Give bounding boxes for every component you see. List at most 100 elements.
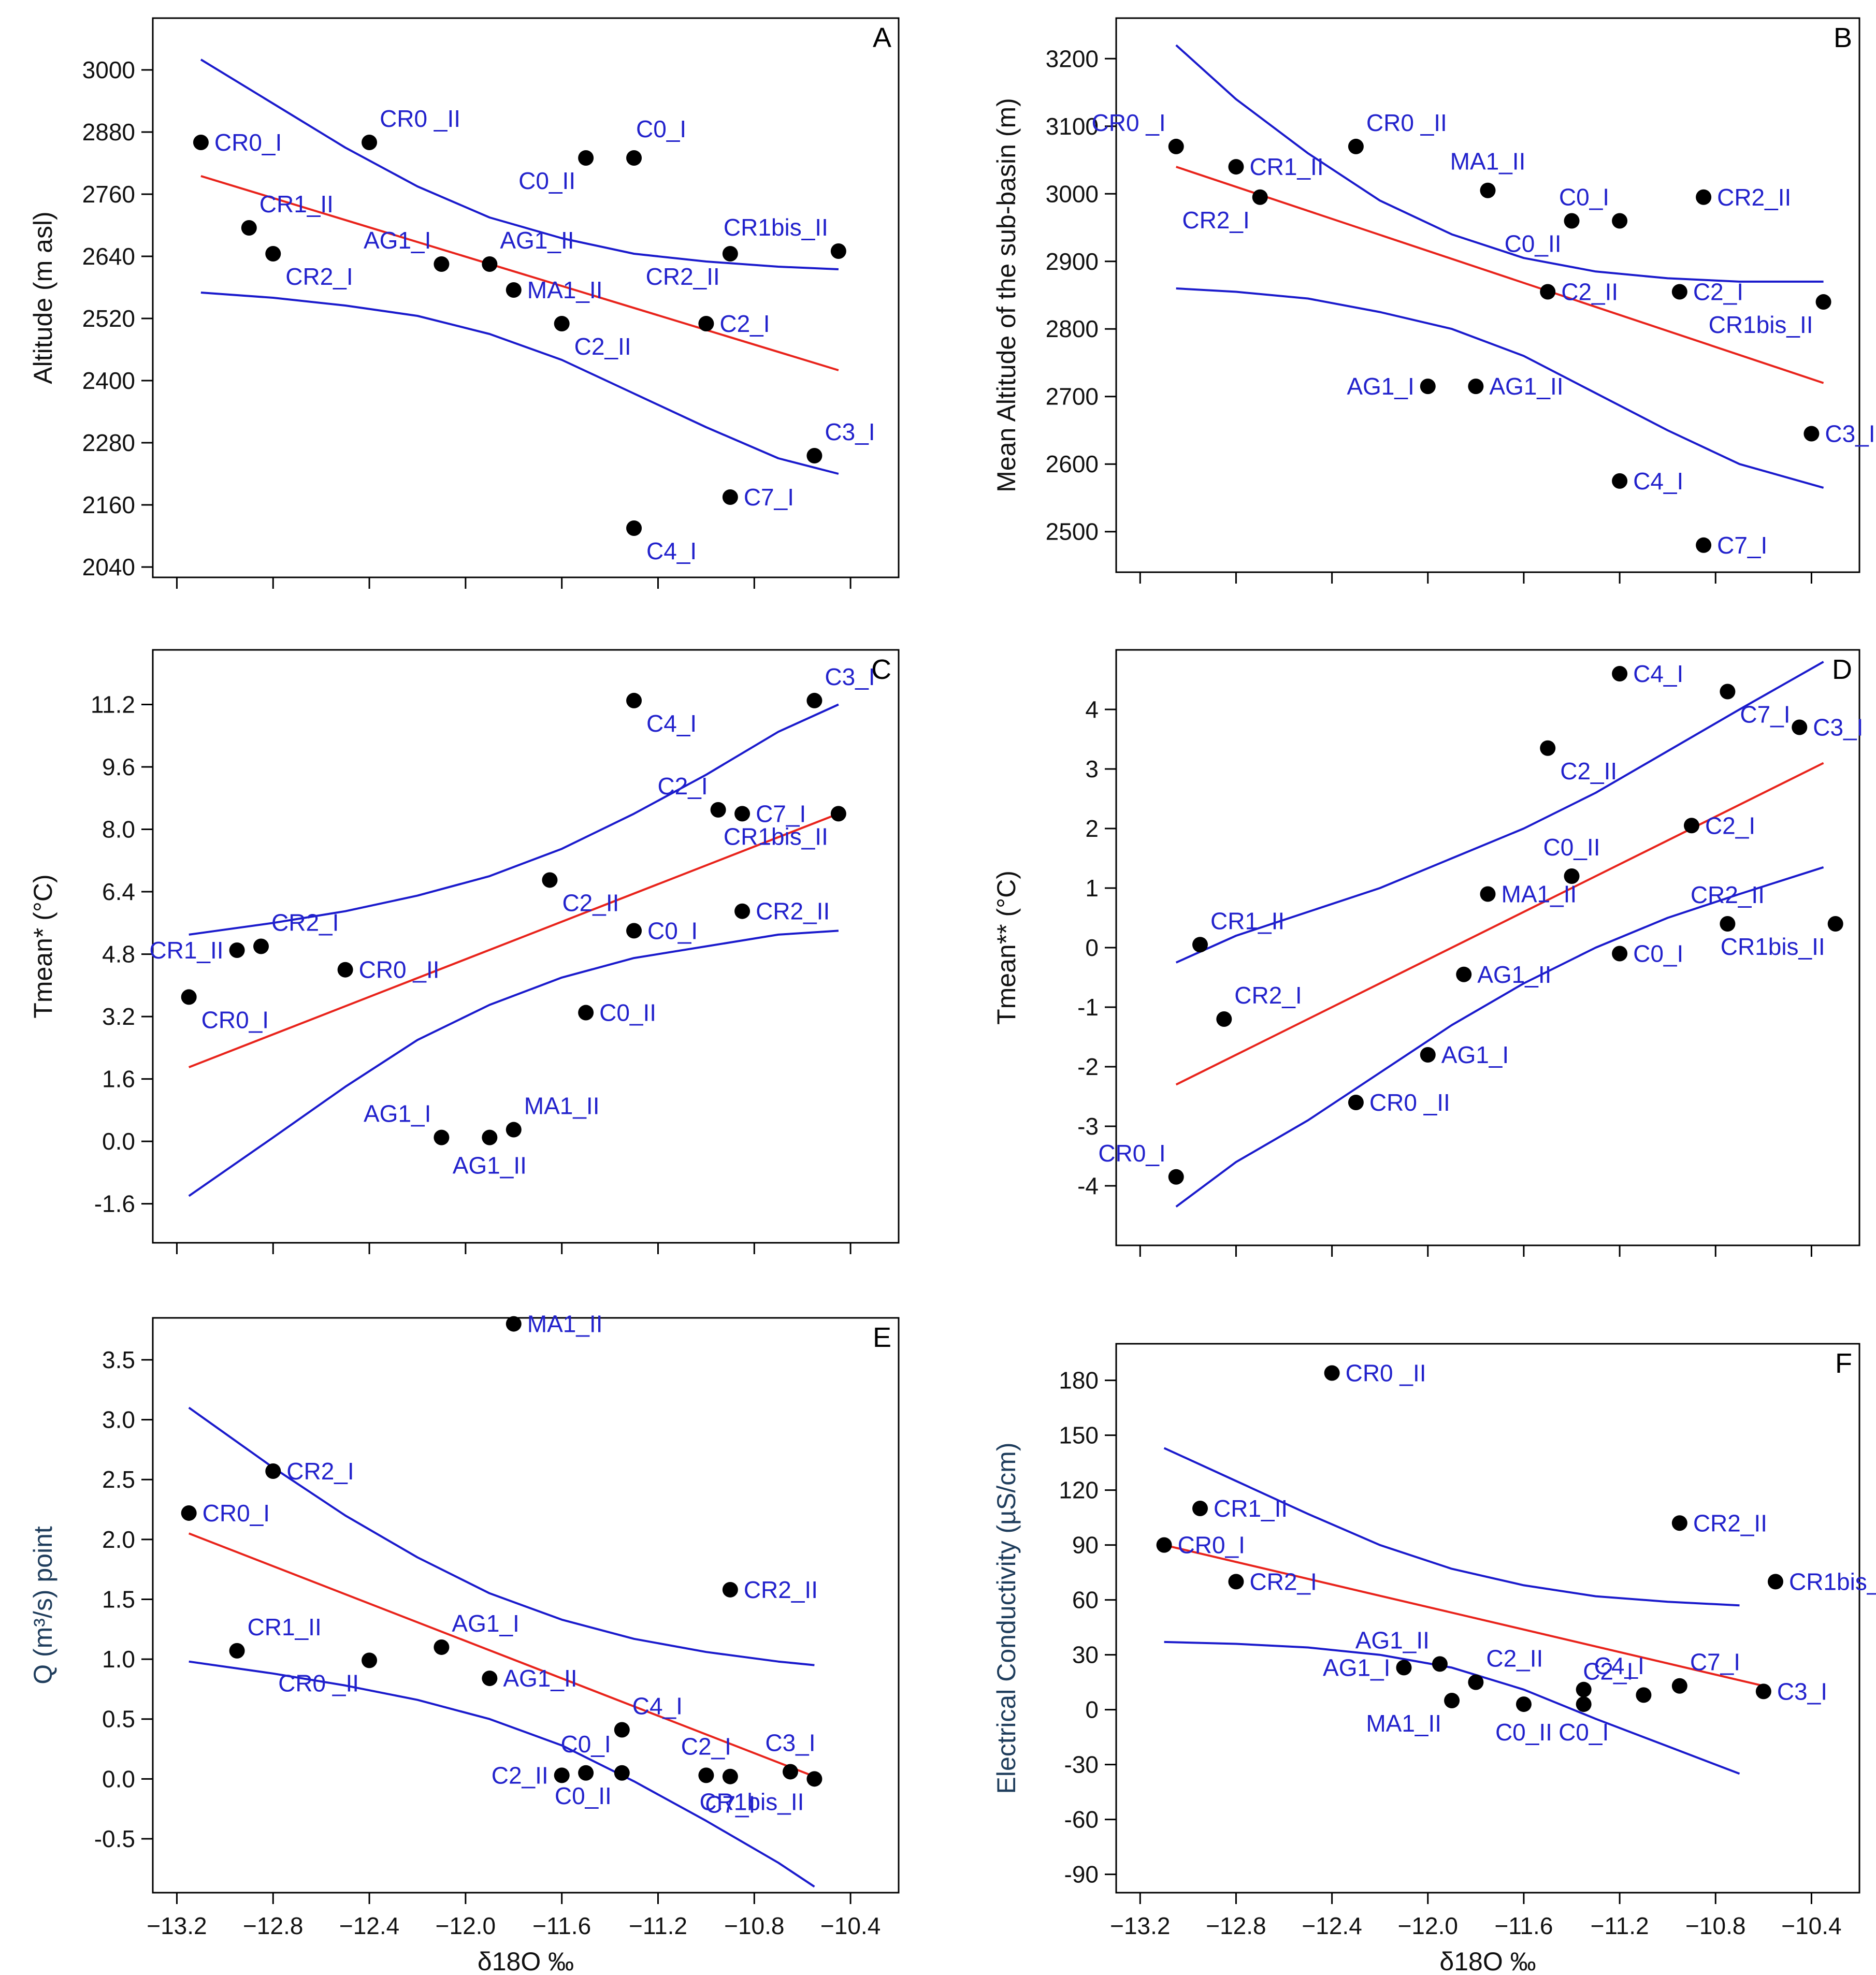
- point-label: C7_I: [756, 800, 806, 827]
- y-tick-label: -2: [1077, 1053, 1099, 1080]
- data-point: [1396, 1660, 1412, 1676]
- point-label: C0_I: [636, 115, 686, 142]
- point-label: C3_I: [1777, 1678, 1827, 1705]
- point-label: MA1_II: [524, 1093, 600, 1120]
- y-tick-label: 2600: [1046, 451, 1099, 477]
- point-label: CR2_II: [646, 263, 720, 290]
- data-point: [1348, 138, 1364, 154]
- y-tick-label: 2900: [1046, 248, 1099, 275]
- point-label: C0_II: [1543, 834, 1600, 861]
- confidence-lower-line: [188, 930, 839, 1197]
- data-point: [506, 1122, 522, 1138]
- data-point: [626, 923, 642, 939]
- x-tick-label: −12.0: [1398, 1912, 1458, 1939]
- plot-frame: [152, 649, 900, 1244]
- point-label: CR0 _I: [1092, 109, 1166, 136]
- panel-letter: C: [871, 654, 891, 685]
- point-label: C0_I: [1558, 1719, 1609, 1746]
- data-point: [1720, 684, 1736, 700]
- point-label: C2_II: [574, 333, 631, 360]
- confidence-lower-line: [200, 292, 839, 475]
- regression-line: [1176, 166, 1824, 384]
- data-point: [1671, 284, 1687, 300]
- data-point: [1612, 213, 1628, 229]
- point-label: C2_II: [1561, 278, 1618, 305]
- x-tick-label: −11.6: [532, 1912, 591, 1939]
- point-label: CR2_II: [1717, 184, 1791, 211]
- point-label: CR1bis_II: [1789, 1568, 1876, 1595]
- point-label: C4_I: [646, 710, 697, 737]
- regression-line: [200, 175, 839, 371]
- x-tick-label: −10.4: [820, 1912, 881, 1939]
- y-tick-label: -1: [1077, 994, 1099, 1021]
- panel-d: D -4 -3 -2 -1 0 1 2 3 4 Tmean** (°C) C4_I C7_I C3_I C2…: [992, 649, 1863, 1257]
- y-tick-label: 120: [1059, 1477, 1099, 1504]
- data-point: [1755, 1683, 1771, 1700]
- data-point: [1444, 1693, 1460, 1708]
- data-point: [1228, 1574, 1244, 1590]
- point-label: C0_II: [1495, 1719, 1552, 1746]
- point-label: C3_I: [1825, 420, 1875, 447]
- y-tick-label: 2880: [82, 119, 135, 146]
- x-tick-label: −12.8: [243, 1912, 303, 1939]
- point-label: AG1_II: [1355, 1627, 1430, 1653]
- y-tick-label: -30: [1064, 1751, 1099, 1778]
- y-tick-label: 0.0: [102, 1128, 135, 1155]
- point-label: AG1_I: [364, 227, 431, 254]
- point-label: C0_I: [1559, 183, 1609, 210]
- point-label: C2_II: [562, 889, 619, 916]
- point-label: C0_I: [561, 1731, 611, 1758]
- data-point: [698, 316, 714, 331]
- point-label: C4_I: [646, 538, 697, 564]
- confidence-upper-line: [1175, 44, 1824, 283]
- x-tick-label: −10.8: [724, 1912, 784, 1939]
- regression-line: [1175, 762, 1824, 1086]
- data-point: [1540, 740, 1556, 756]
- point-label: CR2_II: [744, 1576, 818, 1603]
- point-label: CR2_I: [271, 909, 339, 936]
- plot-frame: [1115, 17, 1860, 573]
- point-label: CR2_I: [1249, 1568, 1317, 1595]
- point-label: C0_II: [1505, 230, 1562, 257]
- x-tick-label: −12.0: [436, 1912, 496, 1939]
- y-tick-label: 0: [1085, 934, 1099, 961]
- data-point: [1564, 868, 1580, 884]
- point-label: C3_I: [1813, 714, 1863, 741]
- point-label: AG1_II: [453, 1152, 527, 1179]
- point-label: C2_II: [1560, 758, 1617, 785]
- data-point: [1480, 886, 1496, 902]
- point-label: CR2_II: [1691, 881, 1765, 908]
- point-label: CR0 _II: [1369, 1089, 1450, 1116]
- data-point: [1683, 818, 1699, 834]
- data-point: [734, 806, 751, 822]
- data-point: [1348, 1095, 1364, 1110]
- data-point: [578, 1765, 594, 1781]
- data-point: [434, 256, 450, 272]
- point-label: C3_I: [765, 1729, 815, 1756]
- x-tick-label: −12.8: [1206, 1912, 1266, 1939]
- panel-c: C -1.6 0.0 1.6 3.2 4.8 6.4 8.0 9.6 11.2 Tmean* (°C…: [28, 649, 900, 1254]
- x-tick-label: −10.8: [1685, 1912, 1745, 1939]
- point-label: C7_I: [1740, 701, 1790, 728]
- data-point: [1324, 1365, 1340, 1381]
- data-point: [710, 802, 726, 818]
- panel-letter: D: [1832, 654, 1852, 685]
- data-point: [362, 135, 378, 150]
- point-label: C7_I: [744, 484, 794, 511]
- data-point: [614, 1722, 630, 1738]
- point-label: C2_I: [657, 773, 708, 800]
- panel-b: B 2500 2600 2700 2800 2900 3000 3100 3200 Mean Al…: [992, 17, 1875, 584]
- point-label: C4_I: [1633, 660, 1683, 687]
- data-point: [1540, 284, 1556, 300]
- y-tick-label: 2.5: [102, 1466, 135, 1493]
- y-tick-label: 2500: [1046, 518, 1099, 545]
- point-label: CR1bis_II: [1721, 933, 1825, 960]
- point-label: CR2_II: [1693, 1509, 1767, 1536]
- data-point: [1720, 916, 1736, 932]
- point-label: CR0 _II: [1366, 109, 1447, 136]
- point-label: AG1_I: [1323, 1654, 1390, 1681]
- confidence-lower-line: [1176, 287, 1824, 489]
- data-point: [1696, 537, 1712, 553]
- data-point: [626, 520, 642, 536]
- point-label: AG1_I: [364, 1100, 431, 1127]
